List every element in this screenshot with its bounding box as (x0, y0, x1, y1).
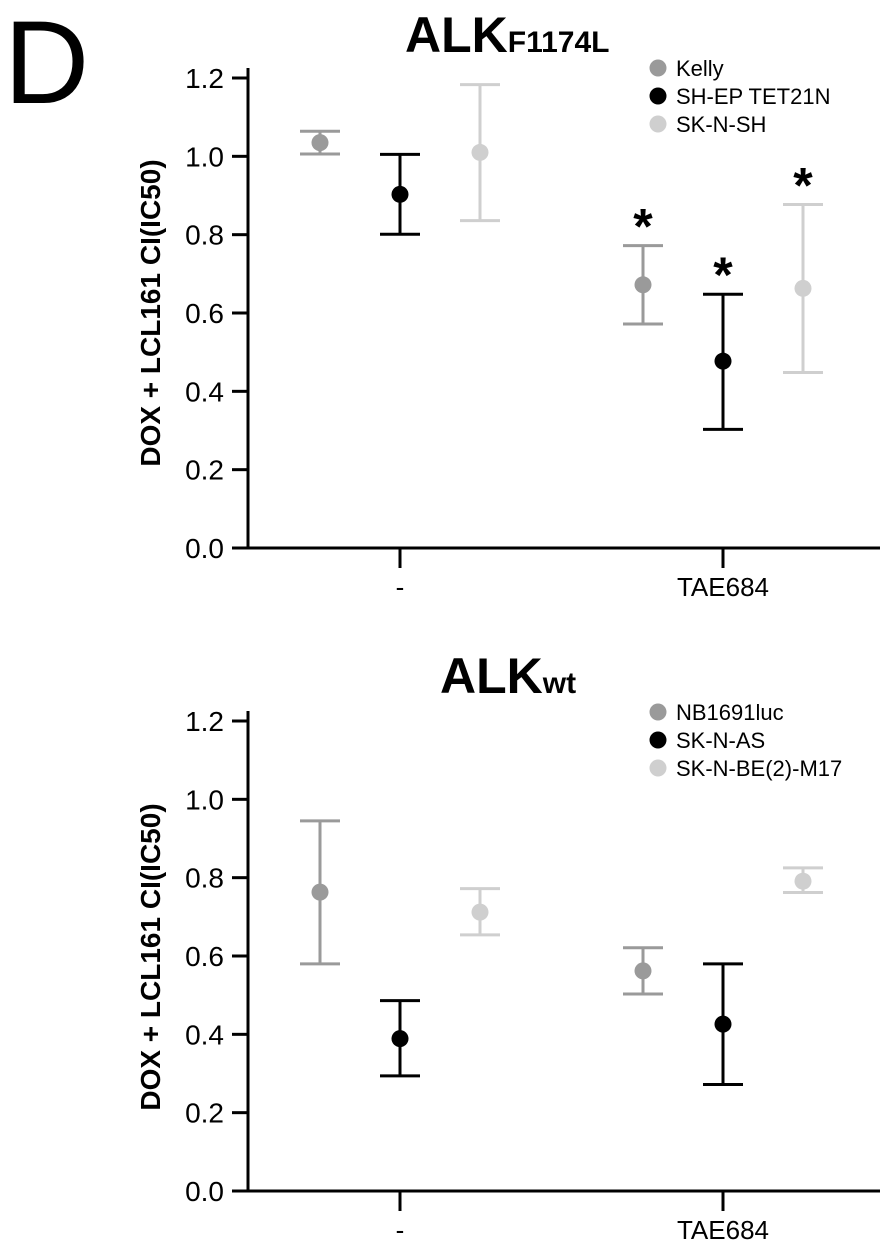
legend-label: SK-N-BE(2)-M17 (676, 756, 842, 781)
legend-marker (649, 703, 667, 721)
y-tick-label: 0.8 (185, 863, 224, 894)
y-tick-label: 1.0 (185, 784, 224, 815)
legend-label: NB1691luc (676, 700, 784, 725)
legend-label: SH-EP TET21N (676, 84, 830, 109)
y-tick-label: 0.0 (185, 1176, 224, 1207)
y-tick-label: 1.2 (185, 706, 224, 737)
legend-label: SK-N-SH (676, 112, 766, 137)
data-point (391, 185, 409, 203)
y-tick-label: 0.4 (185, 376, 224, 407)
legend-marker (649, 59, 667, 77)
data-point (311, 883, 329, 901)
legend-marker (649, 115, 667, 133)
data-point (634, 276, 652, 294)
significance-marker: * (713, 247, 733, 303)
y-tick-label: 0.0 (185, 533, 224, 564)
data-point (714, 352, 732, 370)
chart-title: ALKwt (440, 648, 576, 704)
y-tick-label: 0.6 (185, 298, 224, 329)
significance-marker: * (793, 158, 813, 214)
data-point (794, 279, 812, 297)
data-point (714, 1015, 732, 1033)
chart-alk-f1174l: ALKF1174L 0.0 0.2 0.4 0.6 0.8 1.0 1.2 DOX + LCL1… (135, 7, 880, 602)
y-tick-label: 0.4 (185, 1019, 224, 1050)
x-tick-label: - (396, 572, 405, 602)
x-tick-label: TAE684 (677, 1215, 769, 1245)
legend-marker (649, 87, 667, 105)
chart-alk-wt: ALKwt 0.0 0.2 0.4 0.6 0.8 1.0 1.2 DOX + LCL161 C… (135, 648, 880, 1245)
y-tick-label: 0.2 (185, 455, 224, 486)
y-tick-label: 0.8 (185, 220, 224, 251)
data-point (471, 903, 489, 921)
data-point (634, 962, 652, 980)
data-point (391, 1030, 409, 1048)
chart-title-main: ALK (440, 648, 543, 704)
chart-title-subscript: F1174L (508, 26, 610, 59)
data-point (471, 143, 489, 161)
chart-title: ALKF1174L (405, 7, 610, 63)
chart-title-main: ALK (405, 7, 508, 63)
panel-label: D (4, 0, 89, 129)
y-tick-label: 1.2 (185, 63, 224, 94)
significance-marker: * (633, 199, 653, 255)
legend-label: SK-N-AS (676, 728, 765, 753)
y-tick-label: 1.0 (185, 141, 224, 172)
y-tick-label: 0.2 (185, 1098, 224, 1129)
y-axis-label: DOX + LCL161 CI(IC50) (135, 159, 166, 466)
data-point (311, 134, 329, 152)
data-point (794, 872, 812, 890)
legend-marker (649, 759, 667, 777)
legend-label: Kelly (676, 56, 724, 81)
y-tick-label: 0.6 (185, 941, 224, 972)
legend-marker (649, 731, 667, 749)
x-tick-label: - (396, 1215, 405, 1245)
x-tick-label: TAE684 (677, 572, 769, 602)
y-axis-label: DOX + LCL161 CI(IC50) (135, 803, 166, 1110)
chart-title-subscript: wt (542, 667, 576, 700)
